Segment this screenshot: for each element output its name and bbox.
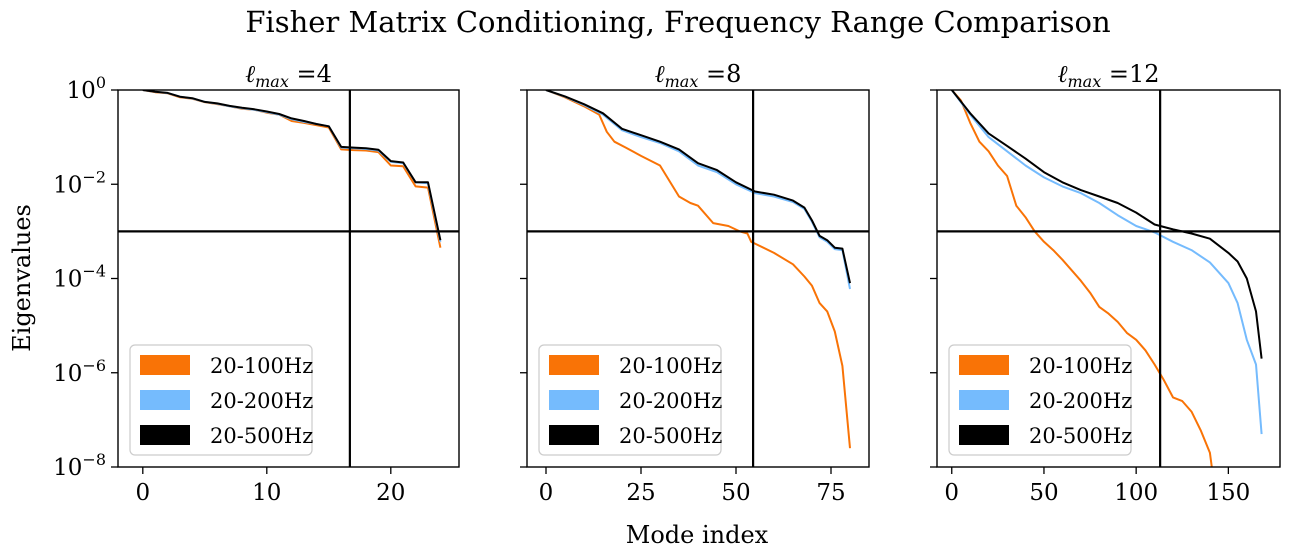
legend-swatch xyxy=(549,390,599,410)
series-line-20-200hz xyxy=(545,90,851,290)
y-tick-label: 10−2 xyxy=(53,167,106,198)
legend-swatch xyxy=(959,390,1009,410)
legend-label: 20-500Hz xyxy=(619,424,722,448)
x-tick-label: 150 xyxy=(1206,480,1250,506)
legend-swatch xyxy=(140,355,190,375)
y-tick-label: 10−8 xyxy=(53,450,106,481)
legend-label: 20-100Hz xyxy=(1029,354,1132,378)
x-tick-label: 10 xyxy=(252,480,281,506)
x-tick-label: 0 xyxy=(539,480,554,506)
y-axis-label: Eigenvalues xyxy=(8,204,36,352)
legend: 20-100Hz 20-200Hz 20-500Hz xyxy=(538,344,722,456)
x-tick-label: 75 xyxy=(816,480,845,506)
legend-label: 20-200Hz xyxy=(210,389,313,413)
legend-swatch xyxy=(959,425,1009,445)
series-line-20-200hz xyxy=(950,90,1263,435)
legend-swatch xyxy=(959,355,1009,375)
series-line-20-500hz xyxy=(142,90,442,241)
x-tick-label: 20 xyxy=(376,480,405,506)
x-axis-label: Mode index xyxy=(626,521,769,549)
x-tick-label: 25 xyxy=(626,480,655,506)
y-tick-label: 10−4 xyxy=(53,262,106,293)
series-line-20-500hz xyxy=(951,90,1263,359)
legend-label: 20-100Hz xyxy=(619,354,722,378)
legend-label: 20-100Hz xyxy=(210,354,313,378)
panel-title: ℓmax =4 xyxy=(245,60,332,91)
x-tick-label: 100 xyxy=(1114,480,1158,506)
x-tick-label: 50 xyxy=(1029,480,1058,506)
y-tick-label: 10−6 xyxy=(53,356,106,387)
series-line-20-100hz xyxy=(951,90,1213,467)
series-line-20-100hz xyxy=(545,90,851,449)
panel-title: ℓmax =12 xyxy=(1057,60,1159,91)
legend-label: 20-500Hz xyxy=(1029,424,1132,448)
legend: 20-100Hz 20-200Hz 20-500Hz xyxy=(948,344,1132,456)
panel-title: ℓmax =8 xyxy=(655,60,742,91)
legend: 20-100Hz 20-200Hz 20-500Hz xyxy=(129,344,313,456)
legend-label: 20-200Hz xyxy=(619,389,722,413)
panel-2: 0 25 50 75 ℓmax =8 20-100Hz 20-200Hz 20-500Hz xyxy=(520,60,870,506)
legend-swatch xyxy=(140,425,190,445)
panel-3: 0 50 100 150 ℓmax =12 20-100Hz 20-200Hz 20-500H… xyxy=(930,60,1281,506)
legend-swatch xyxy=(140,390,190,410)
legend-label: 20-500Hz xyxy=(210,424,313,448)
figure-title: Fisher Matrix Conditioning, Frequency Ra… xyxy=(245,5,1110,39)
x-tick-label: 0 xyxy=(944,480,959,506)
legend-label: 20-200Hz xyxy=(1029,389,1132,413)
series-line-20-500hz xyxy=(545,90,851,284)
series-line-20-100hz xyxy=(142,90,442,248)
x-tick-label: 50 xyxy=(721,480,750,506)
legend-swatch xyxy=(549,355,599,375)
y-tick-label: 100 xyxy=(67,73,106,104)
x-tick-label: 0 xyxy=(135,480,150,506)
legend-swatch xyxy=(549,425,599,445)
